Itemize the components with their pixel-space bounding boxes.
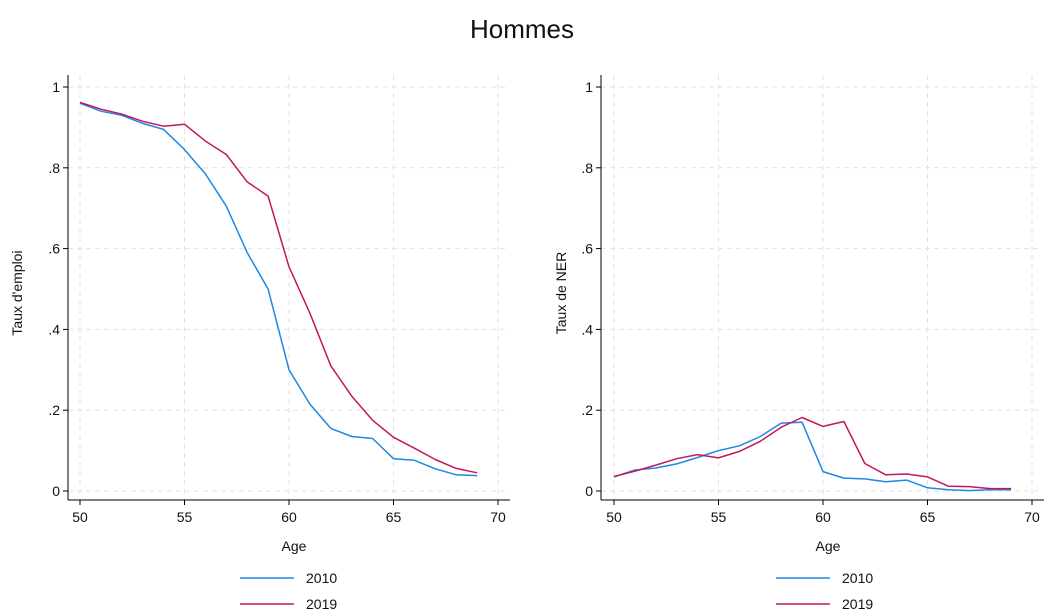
x-tick-label: 65 bbox=[386, 509, 402, 525]
legend-label-2019: 2019 bbox=[842, 596, 873, 610]
y-tick-label: .8 bbox=[581, 160, 593, 176]
legend-label-2019: 2019 bbox=[306, 596, 337, 610]
y-tick-label: 0 bbox=[52, 483, 60, 499]
x-tick-label: 60 bbox=[281, 509, 297, 525]
y-tick-label: 0 bbox=[585, 483, 593, 499]
x-axis-label: Age bbox=[816, 538, 841, 554]
legend-label-2010: 2010 bbox=[842, 570, 873, 586]
x-tick-label: 70 bbox=[1024, 509, 1040, 525]
chart-panel-2: 0 .2 .4 .6 .8 1 50 55 60 65 70 Age Taux de NER 2010 20… bbox=[553, 75, 1044, 610]
series-line-2019 bbox=[613, 416, 1012, 490]
y-axis-label: Taux de NER bbox=[553, 252, 569, 334]
y-tick-label: 1 bbox=[52, 79, 60, 95]
y-tick-label: .6 bbox=[48, 241, 60, 257]
y-axis-label: Taux d'emploi bbox=[9, 250, 25, 335]
chart-panel-1: 0 .2 .4 .6 .8 1 50 55 60 65 70 Age Taux d'emploi 2010… bbox=[9, 75, 510, 610]
x-axis-label: Age bbox=[282, 538, 307, 554]
x-tick-label: 60 bbox=[815, 509, 831, 525]
y-tick-label: .4 bbox=[581, 321, 593, 337]
x-tick-label: 55 bbox=[711, 509, 727, 525]
series-line-2010 bbox=[79, 102, 478, 477]
y-tick-label: 1 bbox=[585, 79, 593, 95]
series-line-2019 bbox=[79, 101, 478, 474]
y-tick-label: .2 bbox=[581, 402, 593, 418]
y-tick-label: .4 bbox=[48, 321, 60, 337]
y-tick-label: .2 bbox=[48, 402, 60, 418]
y-tick-label: .8 bbox=[48, 160, 60, 176]
x-tick-label: 65 bbox=[920, 509, 936, 525]
x-tick-label: 50 bbox=[606, 509, 622, 525]
x-tick-label: 50 bbox=[72, 509, 88, 525]
x-tick-label: 55 bbox=[177, 509, 193, 525]
figure-title: Hommes bbox=[469, 14, 574, 44]
series-line-2010 bbox=[613, 421, 1012, 492]
legend-label-2010: 2010 bbox=[306, 570, 337, 586]
y-tick-label: .6 bbox=[581, 241, 593, 257]
x-tick-label: 70 bbox=[490, 509, 506, 525]
